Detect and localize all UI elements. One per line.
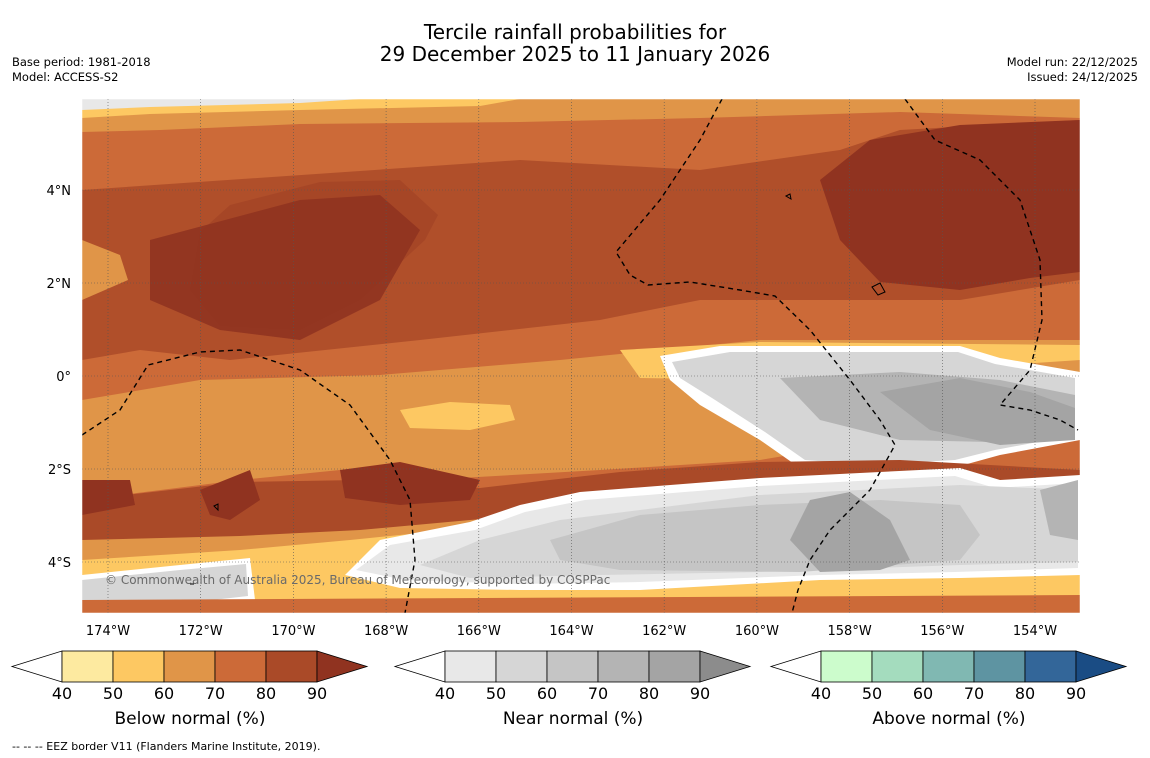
- colorbar-under-arrow: [769, 650, 822, 683]
- lat-label: 0°: [56, 370, 71, 385]
- colorbar-tick: 40: [435, 684, 455, 703]
- field-band: [82, 99, 360, 110]
- copyright-notice: © Commonwealth of Australia 2025, Bureau…: [105, 573, 610, 587]
- graticule: [82, 99, 1080, 613]
- lat-label: 4°N: [47, 184, 72, 199]
- above-normal-label: Above normal (%): [872, 709, 1026, 729]
- colorbars: 40 50 60 70 80 90 40 50 60 70 80 90 40 50 60 70 80 90: [10, 650, 1128, 703]
- eez-border: [82, 99, 1079, 613]
- colorbar-tick: 60: [537, 684, 557, 703]
- map-frame: [81, 98, 1081, 614]
- lat-label: 2°N: [47, 277, 72, 292]
- colorbar-segment: [112, 650, 165, 683]
- eez-line: [82, 349, 416, 613]
- colorbar-segment: [820, 650, 873, 683]
- field-patch: [820, 120, 1080, 290]
- lon-label: 170°W: [271, 624, 315, 639]
- near-normal-label: Near normal (%): [502, 709, 644, 729]
- field-patch: [82, 564, 248, 610]
- colorbar-under-arrow: [10, 650, 63, 683]
- field-patch: [82, 480, 135, 515]
- lon-label: 154°W: [1013, 624, 1057, 639]
- colorbar-segment: [444, 650, 497, 683]
- colorbar-tick: 90: [1066, 684, 1086, 703]
- colorbar-segment: [163, 650, 216, 683]
- lon-label: 158°W: [828, 624, 872, 639]
- lon-label: 156°W: [920, 624, 964, 639]
- colorbar-below: 40 50 60 70 80 90: [10, 650, 369, 703]
- colorbar-tick: 50: [862, 684, 882, 703]
- colorbar-tick: 60: [913, 684, 933, 703]
- colorbar-segment: [1024, 650, 1077, 683]
- colorbar-segment: [546, 650, 599, 683]
- title-line-1: Tercile rainfall probabilities for: [423, 20, 727, 44]
- model-run: Model run: 22/12/2025: [1006, 55, 1138, 69]
- lat-label: 2°S: [48, 463, 71, 478]
- field-patch: [790, 492, 910, 572]
- probability-field: [82, 99, 1080, 613]
- colorbar-segment: [214, 650, 267, 683]
- below-normal-label: Below normal (%): [114, 709, 266, 729]
- lon-label: 168°W: [364, 624, 408, 639]
- lon-label: 174°W: [86, 624, 130, 639]
- eez-line: [615, 99, 896, 613]
- field-patch: [82, 240, 128, 300]
- island-outline: [871, 282, 886, 296]
- colorbar-tick: 50: [103, 684, 123, 703]
- colorbar-tick: 50: [486, 684, 506, 703]
- colorbar-over-arrow: [1075, 650, 1128, 683]
- model-name: Model: ACCESS-S2: [12, 70, 119, 84]
- colorbar-tick: 80: [1015, 684, 1035, 703]
- colorbar-tick: 70: [964, 684, 984, 703]
- colorbar-segment: [871, 650, 924, 683]
- longitude-labels: 174°W 172°W 170°W 168°W 166°W 164°W 162°W 160°W…: [86, 624, 1057, 639]
- colorbar-segment: [597, 650, 650, 683]
- colorbar-tick: 70: [205, 684, 225, 703]
- colorbar-segment: [973, 650, 1026, 683]
- colorbar-near: 40 50 60 70 80 90: [393, 650, 752, 703]
- latitude-labels: 4°N 2°N 0° 2°S 4°S: [47, 184, 72, 571]
- eez-footnote: -- -- -- EEZ border V11 (Flanders Marine…: [12, 740, 321, 753]
- colorbar-tick: 90: [690, 684, 710, 703]
- colorbar-tick: 40: [811, 684, 831, 703]
- colorbar-above: 40 50 60 70 80 90: [769, 650, 1128, 703]
- colorbar-under-arrow: [393, 650, 446, 683]
- colorbar-tick: 80: [639, 684, 659, 703]
- field-patch: [880, 378, 1075, 445]
- colorbar-segment: [61, 650, 114, 683]
- issued-date: Issued: 24/12/2025: [1027, 70, 1138, 84]
- lon-label: 162°W: [642, 624, 686, 639]
- field-patch: [340, 462, 480, 505]
- colorbar-segment: [265, 650, 318, 683]
- colorbar-over-arrow: [316, 650, 369, 683]
- colorbar-tick: 90: [307, 684, 327, 703]
- lon-label: 164°W: [549, 624, 593, 639]
- island-outline: [784, 193, 792, 201]
- islands: [190, 193, 886, 585]
- eez-line: [904, 99, 1079, 431]
- field-band: [82, 595, 1080, 613]
- field-patch: [150, 195, 420, 340]
- colorbar-tick: 60: [154, 684, 174, 703]
- lon-label: 160°W: [735, 624, 779, 639]
- colorbar-tick: 70: [588, 684, 608, 703]
- lon-label: 166°W: [457, 624, 501, 639]
- colorbar-segment: [922, 650, 975, 683]
- title-line-2: 29 December 2025 to 11 January 2026: [379, 42, 771, 66]
- colorbar-tick: 80: [256, 684, 276, 703]
- lon-label: 172°W: [179, 624, 223, 639]
- colorbar-segment: [648, 650, 701, 683]
- lat-label: 4°S: [48, 556, 71, 571]
- colorbar-segment: [495, 650, 548, 683]
- island-outline: [213, 503, 219, 512]
- field-patch: [1040, 480, 1078, 540]
- colorbar-over-arrow: [699, 650, 752, 683]
- base-period: Base period: 1981-2018: [12, 55, 151, 69]
- field-patch: [400, 402, 515, 430]
- colorbar-tick: 40: [52, 684, 72, 703]
